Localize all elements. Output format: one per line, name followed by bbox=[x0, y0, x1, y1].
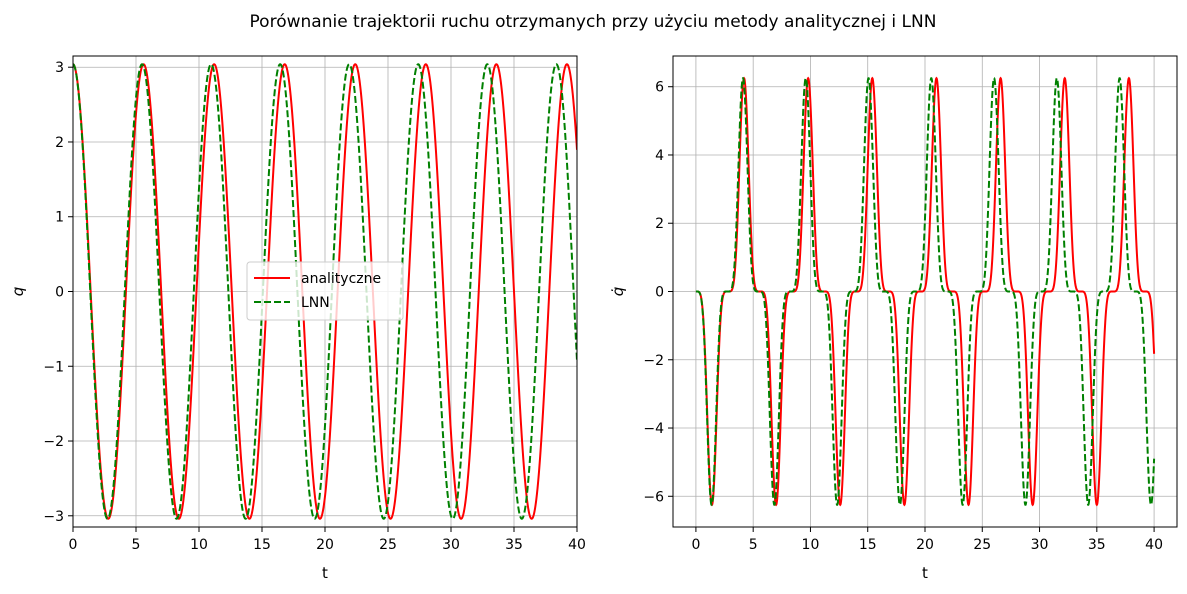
x-axis-label-left: t bbox=[322, 564, 328, 582]
y-tick-label: 0 bbox=[655, 285, 664, 301]
x-tick-label: 40 bbox=[1145, 537, 1163, 553]
series-lnn bbox=[695, 77, 1156, 506]
y-tick-label: 1 bbox=[55, 210, 64, 226]
x-axis-label-right: t bbox=[922, 564, 928, 582]
legend-box bbox=[246, 261, 404, 321]
x-tick-label: 40 bbox=[568, 537, 586, 553]
y-tick-label: −3 bbox=[43, 509, 64, 525]
series-analityczne bbox=[73, 63, 577, 520]
y-tick-label: −2 bbox=[43, 434, 64, 450]
x-tick-label: 30 bbox=[1031, 537, 1049, 553]
y-tick-label: −2 bbox=[643, 353, 664, 369]
y-tick-label: −1 bbox=[43, 359, 64, 375]
x-tick-label: 10 bbox=[190, 537, 208, 553]
y-tick-label: 4 bbox=[655, 148, 664, 164]
figure-title: Porównanie trajektorii ruchu otrzymanych… bbox=[250, 12, 937, 32]
y-axis-label-left: q bbox=[9, 287, 27, 297]
y-tick-label: −6 bbox=[643, 489, 664, 505]
x-tick-label: 0 bbox=[69, 537, 78, 553]
y-tick-label: −4 bbox=[643, 421, 664, 437]
x-tick-label: 35 bbox=[1088, 537, 1106, 553]
plot-area-right bbox=[695, 76, 1156, 507]
y-tick-label: 2 bbox=[55, 135, 64, 151]
y-tick-label: 2 bbox=[655, 216, 664, 232]
y-tick-label: 0 bbox=[55, 285, 64, 301]
y-tick-label: 3 bbox=[55, 60, 64, 76]
x-tick-label: 0 bbox=[691, 537, 700, 553]
x-tick-label: 20 bbox=[316, 537, 334, 553]
y-tick-label: 6 bbox=[655, 80, 664, 96]
x-tick-label: 5 bbox=[132, 537, 141, 553]
x-tick-label: 25 bbox=[379, 537, 397, 553]
x-tick-label: 15 bbox=[859, 537, 877, 553]
x-tick-label: 25 bbox=[973, 537, 991, 553]
legend-label-lnn: LNN bbox=[301, 295, 330, 311]
x-tick-label: 10 bbox=[802, 537, 820, 553]
x-tick-label: 5 bbox=[749, 537, 758, 553]
plot-area-left bbox=[73, 63, 577, 520]
x-tick-label: 15 bbox=[253, 537, 271, 553]
series-lnn bbox=[73, 63, 577, 520]
x-tick-label: 35 bbox=[505, 537, 523, 553]
x-tick-label: 20 bbox=[916, 537, 934, 553]
legend: analityczne LNN bbox=[246, 261, 404, 321]
legend-label-analityczne: analityczne bbox=[301, 271, 381, 287]
y-axis-label-right: q̇ bbox=[609, 287, 627, 297]
x-tick-label: 30 bbox=[442, 537, 460, 553]
series-analityczne bbox=[695, 76, 1156, 507]
